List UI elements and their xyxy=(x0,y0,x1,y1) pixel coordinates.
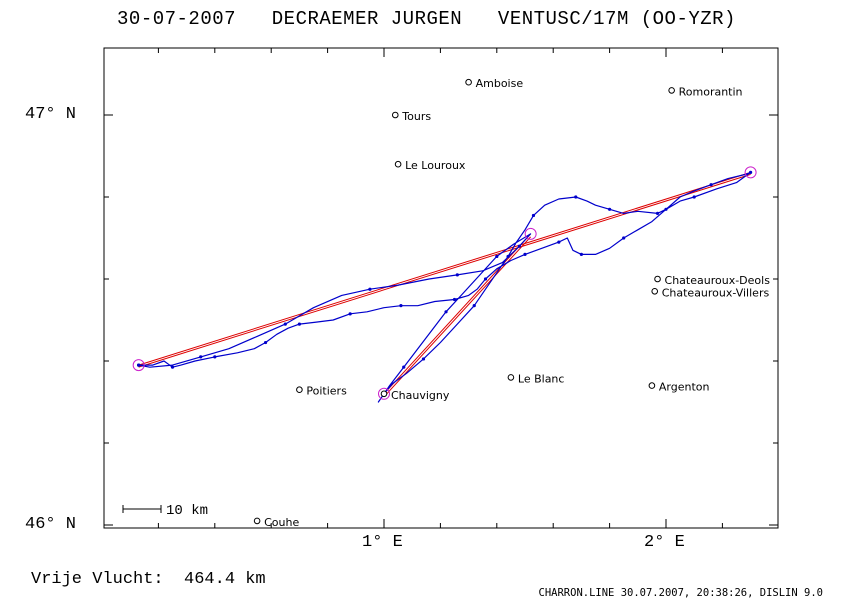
track-fix xyxy=(483,277,488,281)
track-fix xyxy=(622,236,626,240)
turnpoint-markers xyxy=(132,166,757,400)
town-label: Poitiers xyxy=(306,385,347,398)
town-marker: Tours xyxy=(391,110,431,123)
axis-ticks xyxy=(104,48,778,528)
track-fix xyxy=(517,244,521,248)
track-fix xyxy=(283,322,287,326)
town-dot-icon xyxy=(668,87,675,94)
town-dot-icon xyxy=(507,374,515,381)
track-fix xyxy=(655,211,660,215)
town-marker: Chateauroux-Villers xyxy=(651,286,770,299)
track-fix xyxy=(523,252,527,256)
track-fix xyxy=(574,195,578,199)
town-markers: Amboise Tours Romorantin Le Louroux Chateaur… xyxy=(253,77,771,529)
task-leg xyxy=(383,233,532,395)
track-fix xyxy=(213,355,217,359)
distance-summary: Vrije Vlucht: 464.4 km xyxy=(31,570,266,589)
town-label: Argenton xyxy=(659,381,710,394)
scale-bar: 10 km xyxy=(122,503,208,519)
town-dot-icon xyxy=(465,78,472,86)
track-fix xyxy=(348,312,352,316)
town-label: Chateauroux-Deols xyxy=(665,274,771,287)
track-fix xyxy=(579,252,584,256)
town-marker: Le Louroux xyxy=(394,159,466,172)
track-fix xyxy=(531,213,536,218)
flight-track xyxy=(137,170,753,403)
turnpoint-marker xyxy=(378,387,390,400)
track-fix xyxy=(199,355,203,359)
task-leg xyxy=(383,236,532,398)
town-dot-icon xyxy=(380,390,388,398)
track-fix xyxy=(664,207,668,211)
turnpoint-marker xyxy=(744,166,757,179)
title-date: 30-07-2007 xyxy=(117,8,237,30)
track-fix xyxy=(263,340,268,345)
title-glider: VENTUSC/17M (OO-YZR) xyxy=(497,8,736,30)
title-pilot: DECRAEMER JURGEN xyxy=(271,8,463,30)
town-marker: Poitiers xyxy=(296,385,347,398)
town-dot-icon xyxy=(394,160,402,168)
town-marker: Romorantin xyxy=(668,85,743,98)
town-dot-icon xyxy=(391,111,399,119)
track-fix xyxy=(472,304,476,308)
lat-label-47: 47° N xyxy=(25,105,77,124)
track-fix xyxy=(557,240,561,244)
town-marker: Chauvigny xyxy=(380,389,450,402)
footer-credit: CHARRON.LINE 30.07.2007, 20:38:26, DISLI… xyxy=(538,587,823,599)
town-dot-icon xyxy=(648,382,656,389)
lon-label-1: 1° E xyxy=(362,533,403,552)
lon-label-2: 2° E xyxy=(644,533,685,552)
town-label: Le Blanc xyxy=(518,372,565,385)
turnpoint-marker xyxy=(524,227,537,240)
town-marker: Couhe xyxy=(253,516,299,529)
town-label: Romorantin xyxy=(679,85,743,98)
track-fix xyxy=(692,195,696,199)
town-dot-icon xyxy=(654,275,661,283)
track-fix xyxy=(368,287,372,291)
track-fix xyxy=(506,254,510,259)
map-frame xyxy=(103,47,779,529)
track-fix xyxy=(170,365,175,369)
task-leg xyxy=(138,173,751,368)
map-title: 30-07-2007 DECRAEMER JURGEN VENTUSC/17M … xyxy=(0,8,853,30)
town-label: Chateauroux-Villers xyxy=(662,286,770,299)
track-fix xyxy=(709,183,713,187)
track-fix xyxy=(749,170,753,174)
track-fix xyxy=(402,365,406,369)
track-fix xyxy=(297,322,301,326)
town-label: Chauvigny xyxy=(391,389,450,402)
track-fix xyxy=(137,363,141,367)
town-marker: Chateauroux-Deols xyxy=(654,274,771,287)
track-fix xyxy=(421,357,426,361)
track-fix xyxy=(455,273,459,277)
town-label: Amboise xyxy=(476,77,524,90)
task-lines xyxy=(138,171,751,398)
town-marker: Argenton xyxy=(648,381,710,394)
town-label: Couhe xyxy=(264,516,299,529)
town-dot-icon xyxy=(253,517,261,525)
task-leg xyxy=(138,171,751,366)
lat-label-46: 46° N xyxy=(25,515,77,534)
track-fix xyxy=(452,297,457,302)
track-fix xyxy=(399,304,403,308)
town-label: Tours xyxy=(401,110,431,123)
track-fix xyxy=(608,207,612,211)
town-marker: Amboise xyxy=(465,77,524,90)
scale-bar-label: 10 km xyxy=(166,503,208,519)
town-label: Le Louroux xyxy=(405,159,466,172)
track-fix xyxy=(444,310,448,314)
town-marker: Le Blanc xyxy=(507,372,565,385)
track-fix xyxy=(495,254,499,259)
town-dot-icon xyxy=(296,386,303,394)
town-dot-icon xyxy=(651,288,659,295)
track-path xyxy=(138,171,752,403)
turnpoint-marker xyxy=(132,359,145,372)
